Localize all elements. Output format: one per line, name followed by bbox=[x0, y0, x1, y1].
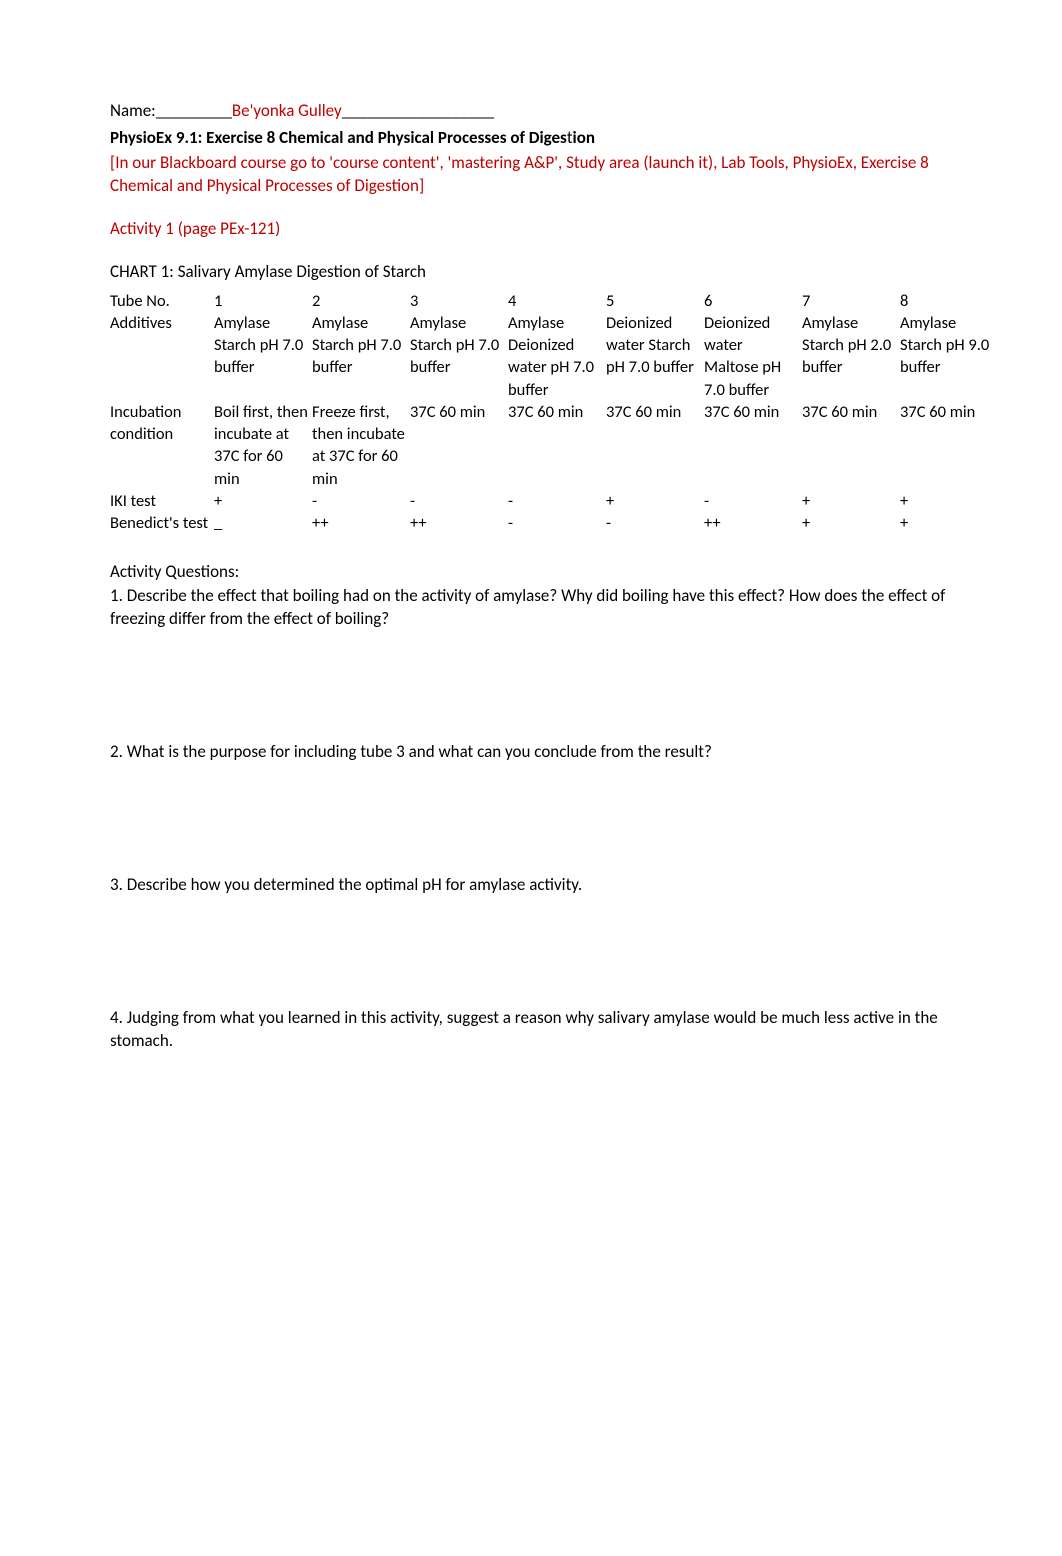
physio-heading: PhysioEx 9.1: Exercise 8 Chemical and Ph… bbox=[110, 127, 952, 150]
cell: Boil first, then incubate at 37C for 60 … bbox=[214, 401, 312, 490]
cell: 4 bbox=[508, 290, 606, 312]
name-trail: __________________ bbox=[342, 100, 494, 121]
cell: Deionized water Starch pH 7.0 buffer bbox=[606, 312, 704, 401]
cell: Deionized water Maltose pH 7.0 buffer bbox=[704, 312, 802, 401]
row-label-benedict: Benedict's test bbox=[110, 512, 214, 534]
cell: 37C 60 min bbox=[900, 401, 998, 490]
cell: 37C 60 min bbox=[704, 401, 802, 490]
question-2: 2. What is the purpose for including tub… bbox=[110, 741, 952, 764]
row-label-tube: Tube No. bbox=[110, 290, 214, 312]
physio-title-a: Exercise 8 Chemical and Physical Process… bbox=[206, 127, 567, 148]
cell: Freeze first, then incubate at 37C for 6… bbox=[312, 401, 410, 490]
cell: + bbox=[802, 490, 900, 512]
cell: 1 bbox=[214, 290, 312, 312]
table-row-tube: Tube No. 1 2 3 4 5 6 7 8 bbox=[110, 290, 998, 312]
cell: 37C 60 min bbox=[606, 401, 704, 490]
cell: ++ bbox=[410, 512, 508, 534]
cell: 2 bbox=[312, 290, 410, 312]
cell: + bbox=[214, 490, 312, 512]
cell: _ bbox=[214, 512, 312, 534]
table-row-incubation: Incubation condition Boil first, then in… bbox=[110, 401, 998, 490]
cell: Amylase Starch pH 7.0 buffer bbox=[410, 312, 508, 401]
name-value: Be'yonka Gulley bbox=[232, 100, 342, 121]
question-3: 3. Describe how you determined the optim… bbox=[110, 874, 952, 897]
physio-title-b: ion bbox=[573, 127, 595, 148]
name-label: Name:_________ bbox=[110, 100, 232, 121]
table-row-additives: Additives Amylase Starch pH 7.0 buffer A… bbox=[110, 312, 998, 401]
table-row-benedict: Benedict's test _ ++ ++ - - ++ + + bbox=[110, 512, 998, 534]
table-row-iki: IKI test + - - - + - + + bbox=[110, 490, 998, 512]
cell: 8 bbox=[900, 290, 998, 312]
chart-title: CHART 1: Salivary Amylase Digestion of S… bbox=[110, 261, 952, 284]
cell: 37C 60 min bbox=[508, 401, 606, 490]
cell: 7 bbox=[802, 290, 900, 312]
cell: Amylase Starch pH 7.0 buffer bbox=[312, 312, 410, 401]
cell: + bbox=[900, 512, 998, 534]
cell: - bbox=[508, 512, 606, 534]
cell: 37C 60 min bbox=[802, 401, 900, 490]
cell: ++ bbox=[312, 512, 410, 534]
cell: ++ bbox=[704, 512, 802, 534]
activity-heading: Activity 1 (page PEx-121) bbox=[110, 218, 952, 241]
instructions: [In our Blackboard course go to 'course … bbox=[110, 152, 952, 198]
cell: - bbox=[704, 490, 802, 512]
cell: - bbox=[606, 512, 704, 534]
question-1: 1. Describe the effect that boiling had … bbox=[110, 585, 952, 631]
physio-prefix: PhysioEx 9.1: bbox=[110, 127, 206, 148]
cell: + bbox=[900, 490, 998, 512]
row-label-additives: Additives bbox=[110, 312, 214, 401]
cell: Amylase Starch pH 9.0 buffer bbox=[900, 312, 998, 401]
cell: - bbox=[508, 490, 606, 512]
cell: 3 bbox=[410, 290, 508, 312]
name-line: Name:_________Be'yonka Gulley___________… bbox=[110, 100, 952, 123]
cell: + bbox=[606, 490, 704, 512]
cell: Amylase Starch pH 2.0 buffer bbox=[802, 312, 900, 401]
cell: - bbox=[312, 490, 410, 512]
activity-questions-heading: Activity Questions: bbox=[110, 561, 952, 584]
row-label-incubation: Incubation condition bbox=[110, 401, 214, 490]
cell: + bbox=[802, 512, 900, 534]
cell: 6 bbox=[704, 290, 802, 312]
question-4: 4. Judging from what you learned in this… bbox=[110, 1007, 952, 1053]
cell: 5 bbox=[606, 290, 704, 312]
row-label-iki: IKI test bbox=[110, 490, 214, 512]
cell: Amylase Deionized water pH 7.0 buffer bbox=[508, 312, 606, 401]
cell: 37C 60 min bbox=[410, 401, 508, 490]
chart-table: Tube No. 1 2 3 4 5 6 7 8 Additives Amyla… bbox=[110, 290, 998, 535]
cell: - bbox=[410, 490, 508, 512]
cell: Amylase Starch pH 7.0 buffer bbox=[214, 312, 312, 401]
